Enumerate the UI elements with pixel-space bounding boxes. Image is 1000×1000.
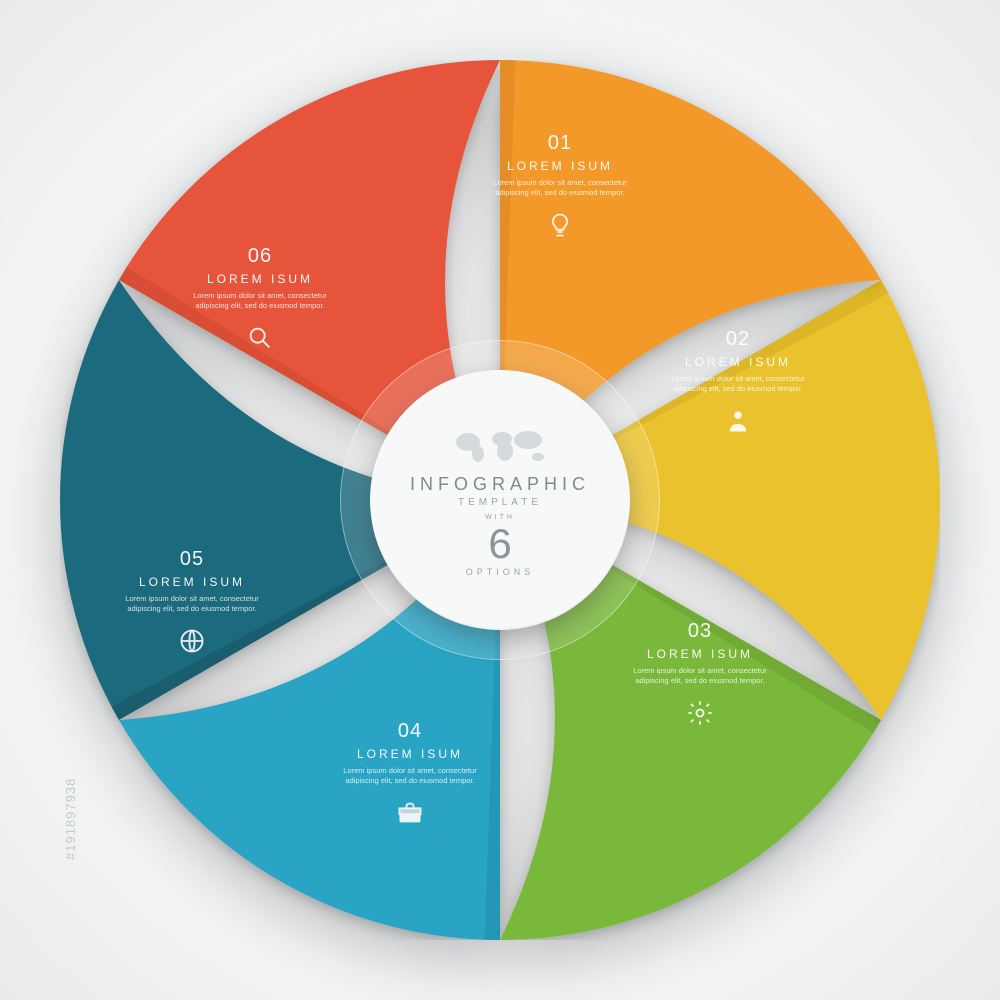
world-map-icon — [450, 424, 550, 464]
watermark-text: #191897938 — [63, 778, 78, 860]
center-disc: INFOGRAPHIC TEMPLATE WITH 6 OPTIONS — [370, 370, 630, 630]
center-subtitle: TEMPLATE — [458, 497, 542, 508]
center-title: INFOGRAPHIC — [410, 474, 590, 495]
center-number: 6 — [488, 523, 511, 565]
center-footer: OPTIONS — [466, 567, 535, 577]
infographic-stage: INFOGRAPHIC TEMPLATE WITH 6 OPTIONS 01LO… — [60, 60, 940, 940]
